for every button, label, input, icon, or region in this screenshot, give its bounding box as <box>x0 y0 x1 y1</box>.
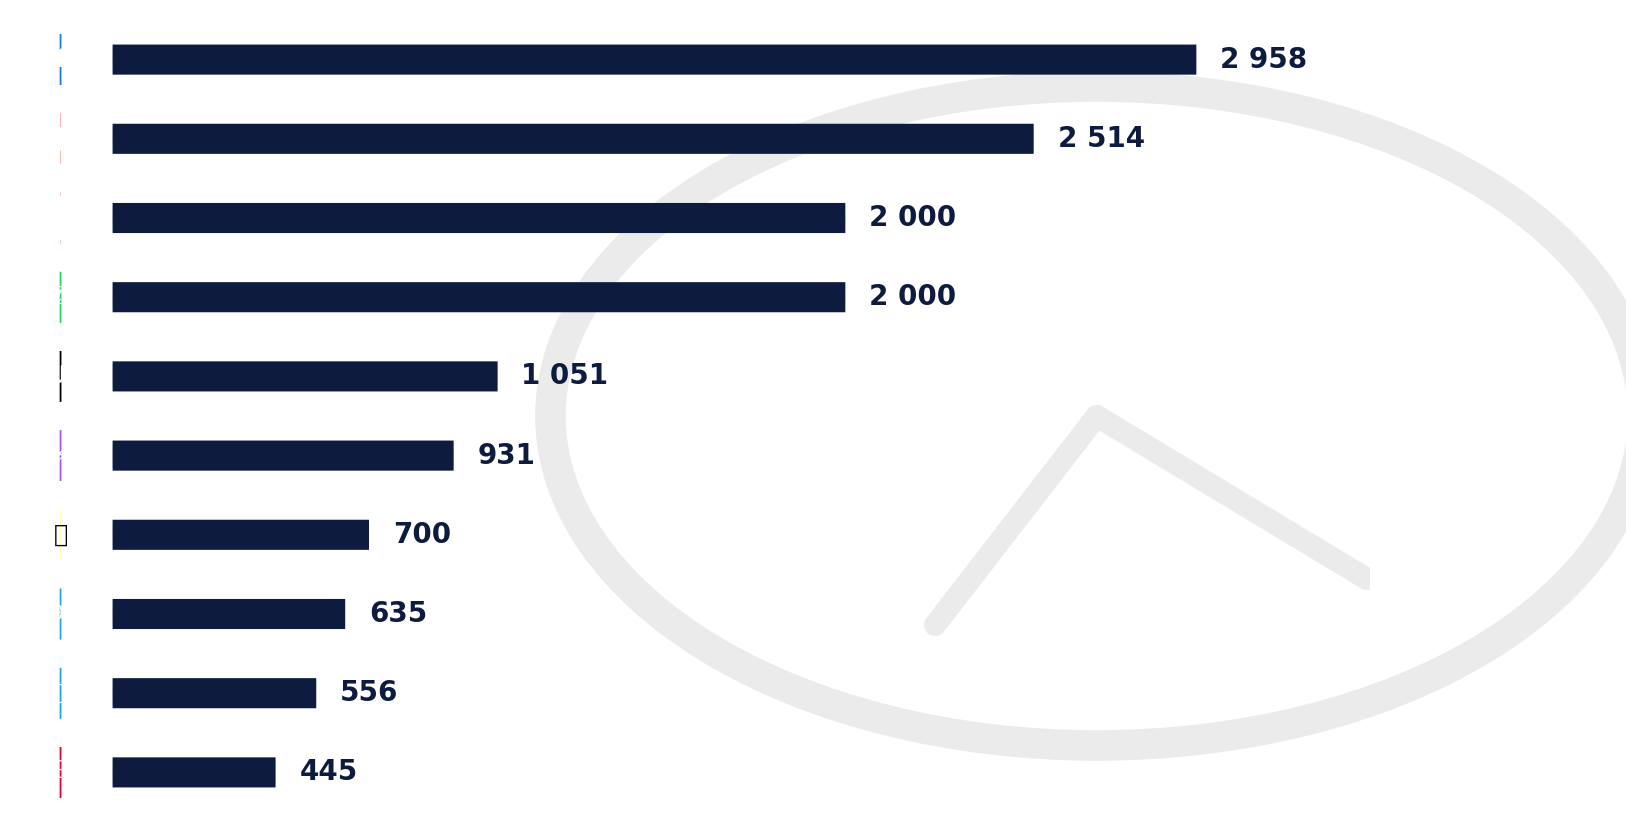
Text: 931: 931 <box>478 442 535 469</box>
FancyBboxPatch shape <box>112 45 1197 75</box>
Text: ✆: ✆ <box>50 285 70 310</box>
FancyBboxPatch shape <box>112 678 317 708</box>
Text: 1 051: 1 051 <box>522 363 608 390</box>
Text: f: f <box>55 47 67 72</box>
FancyBboxPatch shape <box>112 203 846 233</box>
FancyBboxPatch shape <box>112 757 275 787</box>
FancyBboxPatch shape <box>112 361 498 391</box>
Text: 556: 556 <box>340 679 398 707</box>
Text: 445: 445 <box>299 759 358 786</box>
FancyBboxPatch shape <box>112 520 369 550</box>
Text: ⚡: ⚡ <box>54 447 68 467</box>
Text: 2 000: 2 000 <box>870 204 956 232</box>
Text: 🐦: 🐦 <box>54 683 67 703</box>
Text: ♪: ♪ <box>54 364 68 389</box>
Text: 👻: 👻 <box>54 522 68 547</box>
Text: 2 958: 2 958 <box>1220 46 1307 73</box>
FancyBboxPatch shape <box>112 599 345 629</box>
FancyBboxPatch shape <box>112 282 846 312</box>
FancyBboxPatch shape <box>112 441 454 471</box>
Text: 700: 700 <box>393 521 450 549</box>
Text: ✈: ✈ <box>50 604 70 624</box>
FancyBboxPatch shape <box>112 124 1034 154</box>
Text: P: P <box>50 759 70 783</box>
Text: 635: 635 <box>369 600 428 628</box>
Text: 2 000: 2 000 <box>870 283 956 311</box>
Text: 2 514: 2 514 <box>1057 125 1145 153</box>
